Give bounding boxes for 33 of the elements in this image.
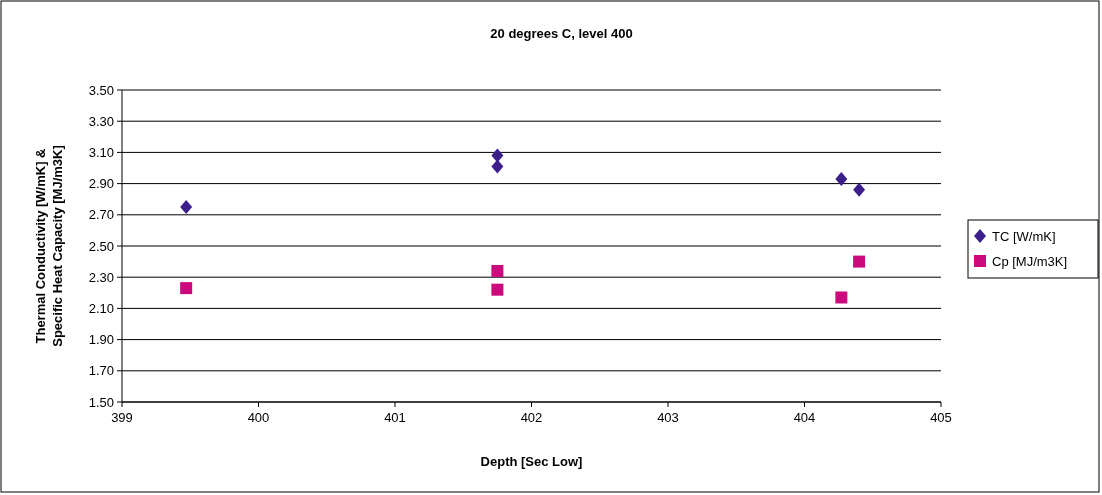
x-tick-label: 400 xyxy=(247,410,270,425)
y-tick-label: 2.90 xyxy=(88,176,114,192)
point xyxy=(491,159,504,174)
x-tick-label: 405 xyxy=(930,410,952,425)
point xyxy=(180,200,193,214)
y-tick-label: 1.50 xyxy=(88,394,114,410)
x-tick-label: 401 xyxy=(384,410,406,425)
y-tick-label: 2.30 xyxy=(88,269,114,285)
point xyxy=(491,264,504,277)
point xyxy=(853,255,866,268)
y-tick-label: 2.70 xyxy=(88,207,114,223)
legend-label: TC [W/mK] xyxy=(992,228,1056,244)
y-tick-label: 3.50 xyxy=(88,82,114,98)
y-tick-label: 1.90 xyxy=(88,332,114,348)
y-tick-label: 2.10 xyxy=(88,300,114,316)
x-tick-label: 403 xyxy=(657,410,679,425)
point xyxy=(180,282,193,295)
x-tick-label: 399 xyxy=(111,410,133,425)
point xyxy=(835,291,848,304)
y-axis-title: Thermal Conductivity [W/mK] & Specific Heat Capacity [MJ/m3K] xyxy=(33,145,65,347)
point xyxy=(835,171,848,186)
point xyxy=(491,283,504,296)
y-tick-label: 3.10 xyxy=(88,144,114,160)
y-tick-label: 3.30 xyxy=(88,113,114,129)
y-tick-label: 2.50 xyxy=(88,238,114,254)
y-tick-label: 1.70 xyxy=(88,363,114,379)
point xyxy=(491,148,504,163)
legend-label: Cp [MJ/m3K] xyxy=(992,253,1068,269)
point xyxy=(853,182,866,197)
x-tick-label: 404 xyxy=(793,410,816,425)
x-tick-label: 402 xyxy=(520,410,543,425)
x-axis-title: Depth [Sec Low] xyxy=(480,454,583,469)
chart-title: 20 degrees C, level 400 xyxy=(490,26,633,41)
